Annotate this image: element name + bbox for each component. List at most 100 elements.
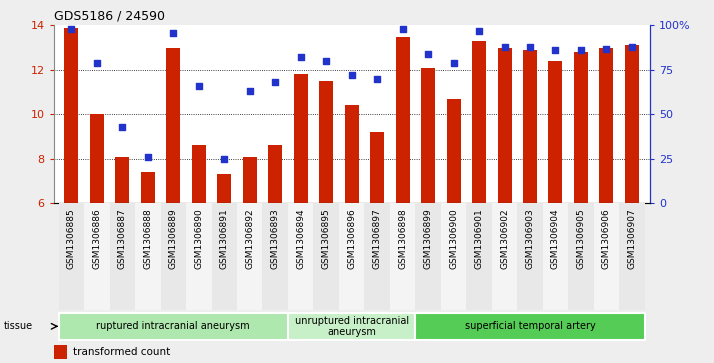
Point	[550, 48, 561, 53]
Bar	[492, 203, 517, 310]
Bar	[268, 146, 282, 203]
Point	[168, 30, 179, 36]
Text: GSM1306900: GSM1306900	[449, 209, 458, 269]
Text: GSM1306903: GSM1306903	[526, 209, 535, 269]
Bar	[574, 52, 588, 203]
Bar	[116, 156, 129, 203]
Point	[295, 54, 306, 60]
Text: GSM1306904: GSM1306904	[551, 209, 560, 269]
Point	[473, 28, 485, 34]
Bar	[59, 203, 84, 310]
Bar	[370, 132, 384, 203]
FancyBboxPatch shape	[59, 313, 288, 340]
Text: GSM1306901: GSM1306901	[475, 209, 483, 269]
Point	[371, 76, 383, 82]
Bar	[186, 203, 211, 310]
Bar	[466, 203, 492, 310]
Bar	[135, 203, 161, 310]
Text: GSM1306902: GSM1306902	[500, 209, 509, 269]
Text: ruptured intracranial aneurysm: ruptured intracranial aneurysm	[96, 321, 250, 331]
FancyBboxPatch shape	[288, 313, 416, 340]
Point	[193, 83, 204, 89]
Point	[244, 88, 256, 94]
Bar	[523, 50, 537, 203]
Text: GSM1306899: GSM1306899	[423, 209, 433, 269]
Bar	[345, 105, 358, 203]
Point	[321, 58, 332, 64]
Point	[91, 60, 103, 66]
Text: tissue: tissue	[4, 321, 33, 331]
Bar	[446, 99, 461, 203]
Bar	[64, 28, 79, 203]
Text: GSM1306907: GSM1306907	[628, 209, 636, 269]
Bar	[600, 48, 613, 203]
Bar	[263, 203, 288, 310]
Bar	[319, 81, 333, 203]
Bar	[217, 174, 231, 203]
Text: GSM1306890: GSM1306890	[194, 209, 203, 269]
Text: GDS5186 / 24590: GDS5186 / 24590	[54, 10, 164, 23]
Text: GSM1306887: GSM1306887	[118, 209, 127, 269]
Text: GSM1306906: GSM1306906	[602, 209, 611, 269]
Point	[600, 46, 612, 52]
Bar	[141, 172, 155, 203]
Point	[448, 60, 459, 66]
Bar	[84, 203, 110, 310]
Text: GSM1306894: GSM1306894	[296, 209, 305, 269]
Point	[218, 156, 230, 162]
Point	[524, 44, 536, 50]
Bar	[568, 203, 593, 310]
Text: transformed count: transformed count	[73, 347, 170, 357]
Text: GSM1306893: GSM1306893	[271, 209, 280, 269]
Text: GSM1306892: GSM1306892	[245, 209, 254, 269]
Bar	[339, 203, 364, 310]
Text: GSM1306896: GSM1306896	[347, 209, 356, 269]
Point	[142, 154, 154, 160]
Point	[499, 44, 511, 50]
Bar	[288, 203, 313, 310]
Text: GSM1306885: GSM1306885	[67, 209, 76, 269]
Point	[269, 79, 281, 85]
Bar	[543, 203, 568, 310]
Text: GSM1306897: GSM1306897	[373, 209, 381, 269]
Bar	[517, 203, 543, 310]
Bar	[416, 203, 441, 310]
Bar	[293, 74, 308, 203]
Text: superficial temporal artery: superficial temporal artery	[465, 321, 595, 331]
Bar	[498, 48, 511, 203]
Bar	[548, 61, 563, 203]
Bar	[593, 203, 619, 310]
Text: GSM1306891: GSM1306891	[220, 209, 228, 269]
Point	[116, 124, 128, 130]
Bar	[441, 203, 466, 310]
Text: unruptured intracranial
aneurysm: unruptured intracranial aneurysm	[295, 315, 408, 337]
Point	[66, 26, 77, 32]
Text: GSM1306888: GSM1306888	[144, 209, 152, 269]
Bar	[313, 203, 339, 310]
Bar	[161, 203, 186, 310]
Bar	[211, 203, 237, 310]
Bar	[54, 346, 66, 359]
Point	[423, 51, 434, 57]
Point	[346, 72, 358, 78]
Bar	[421, 68, 435, 203]
Point	[626, 44, 638, 50]
Bar	[619, 203, 645, 310]
Bar	[90, 114, 104, 203]
Bar	[110, 203, 135, 310]
Text: GSM1306898: GSM1306898	[398, 209, 407, 269]
Bar	[364, 203, 390, 310]
Text: GSM1306905: GSM1306905	[576, 209, 585, 269]
Bar	[166, 48, 181, 203]
Point	[575, 48, 587, 53]
Bar	[396, 37, 410, 203]
Bar	[192, 146, 206, 203]
Bar	[625, 45, 639, 203]
Bar	[390, 203, 416, 310]
Bar	[237, 203, 263, 310]
FancyBboxPatch shape	[416, 313, 645, 340]
Bar	[243, 156, 257, 203]
Text: GSM1306886: GSM1306886	[92, 209, 101, 269]
Text: GSM1306895: GSM1306895	[322, 209, 331, 269]
Text: GSM1306889: GSM1306889	[169, 209, 178, 269]
